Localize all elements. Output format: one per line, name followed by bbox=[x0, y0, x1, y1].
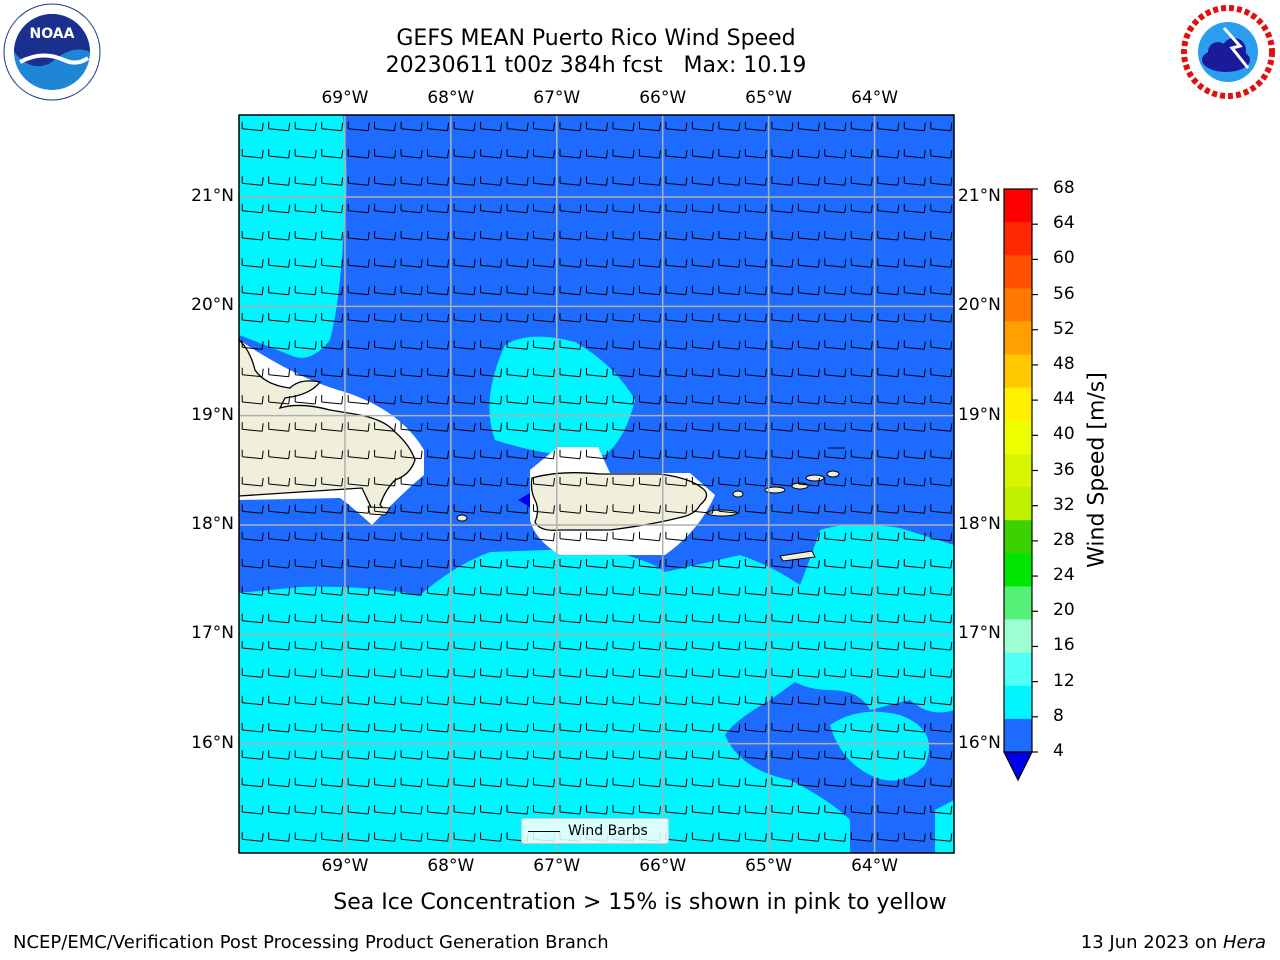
map-frame bbox=[238, 114, 955, 854]
st-croix-island bbox=[779, 550, 816, 562]
lon-label-top-1: 68°W bbox=[427, 88, 475, 108]
colorbar-segment-3 bbox=[1004, 288, 1032, 322]
colorbar-segment-4 bbox=[1004, 321, 1032, 356]
colorbar-segment-15 bbox=[1004, 685, 1032, 720]
wind-band-8-12-north-central bbox=[489, 336, 635, 455]
lon-label-top-3: 66°W bbox=[639, 88, 687, 108]
colorbar-segment-6 bbox=[1004, 387, 1032, 422]
lat-label-right-0: 21°N bbox=[958, 186, 1001, 206]
colorbar-tick-label-0: 68 bbox=[1053, 178, 1075, 198]
legend-label: Wind Barbs bbox=[568, 823, 648, 839]
colorbar-tick-label-14: 12 bbox=[1053, 670, 1075, 691]
lon-label-top-4: 65°W bbox=[745, 88, 793, 108]
footer-host: Hera bbox=[1222, 932, 1266, 953]
lat-label-left-0: 21°N bbox=[191, 186, 234, 206]
colorbar-segment-14 bbox=[1004, 652, 1032, 687]
lat-label-left-3: 18°N bbox=[191, 514, 234, 534]
lon-label-bottom-3: 66°W bbox=[639, 856, 687, 876]
colorbar-tick-label-10: 28 bbox=[1053, 529, 1075, 550]
colorbar-segment-5 bbox=[1004, 354, 1032, 389]
colorbar-segment-16 bbox=[1004, 718, 1032, 753]
colorbar-segment-13 bbox=[1004, 619, 1032, 654]
colorbar-segment-0 bbox=[1004, 189, 1032, 223]
lat-label-right-3: 18°N bbox=[958, 514, 1001, 534]
lat-label-left-4: 17°N bbox=[191, 623, 234, 644]
colorbar-tick-label-5: 48 bbox=[1053, 353, 1075, 374]
virgin-gorda-island bbox=[826, 470, 840, 478]
colorbar-tick-label-7: 40 bbox=[1053, 424, 1075, 445]
legend: Wind Barbs bbox=[521, 818, 669, 844]
lat-label-right-4: 17°N bbox=[958, 623, 1001, 644]
colorbar-tick-label-3: 56 bbox=[1053, 283, 1075, 304]
lat-label-right-5: 16°N bbox=[958, 732, 1001, 753]
lon-label-bottom-2: 67°W bbox=[533, 856, 581, 876]
colorbar-tick-label-1: 64 bbox=[1053, 213, 1075, 234]
wind-band-8-12-northwest bbox=[239, 115, 347, 358]
lon-label-bottom-4: 65°W bbox=[745, 856, 793, 876]
colorbar-segment-11 bbox=[1004, 553, 1032, 587]
lon-label-top-2: 67°W bbox=[533, 88, 581, 108]
footer-branch: NCEP/EMC/Verification Post Processing Pr… bbox=[13, 932, 609, 953]
colorbar bbox=[1003, 188, 1038, 782]
lat-label-right-1: 20°N bbox=[958, 295, 1001, 316]
footer-date-text: 13 Jun 2023 on bbox=[1080, 932, 1223, 953]
colorbar-tick-label-13: 16 bbox=[1053, 635, 1075, 656]
colorbar-title: Wind Speed [m/s] bbox=[1084, 372, 1110, 568]
lat-label-left-2: 19°N bbox=[191, 404, 234, 425]
colorbar-tick-label-2: 60 bbox=[1053, 248, 1075, 269]
lon-label-bottom-5: 64°W bbox=[851, 856, 899, 876]
colorbar-segment-2 bbox=[1004, 255, 1032, 289]
lon-label-bottom-1: 68°W bbox=[427, 856, 475, 876]
noaa-logo-text: NOAA bbox=[30, 26, 75, 42]
lat-label-left-5: 16°N bbox=[191, 732, 234, 753]
nws-logo bbox=[1181, 5, 1275, 99]
chart-subtitle: 20230611 t00z 384h fcst Max: 10.19 bbox=[385, 53, 807, 78]
colorbar-segment-7 bbox=[1004, 420, 1032, 455]
colorbar-tick-label-15: 8 bbox=[1053, 705, 1064, 726]
footer-date: 13 Jun 2023 on Hera bbox=[1081, 932, 1266, 953]
colorbar-tick-label-6: 44 bbox=[1053, 389, 1075, 410]
colorbar-segment-10 bbox=[1004, 520, 1032, 554]
colorbar-tick-label-4: 52 bbox=[1053, 318, 1075, 339]
st-thomas-island bbox=[764, 486, 786, 494]
noaa-logo: NOAA bbox=[3, 3, 101, 101]
wind-barbs bbox=[241, 121, 953, 842]
tortola-island bbox=[805, 474, 825, 482]
map-grid bbox=[239, 115, 954, 853]
sea-ice-note: Sea Ice Concentration > 15% is shown in … bbox=[333, 890, 947, 915]
lon-label-top-5: 64°W bbox=[851, 88, 899, 108]
colorbar-segment-9 bbox=[1004, 487, 1032, 521]
colorbar-segment-1 bbox=[1004, 222, 1032, 256]
lat-label-right-2: 19°N bbox=[958, 404, 1001, 425]
wind-barb-field bbox=[241, 121, 953, 842]
lon-label-top-0: 69°W bbox=[321, 88, 369, 108]
culebra-island bbox=[732, 490, 744, 498]
colorbar-tick-label-16: 4 bbox=[1053, 741, 1064, 761]
colorbar-tick-label-11: 24 bbox=[1053, 565, 1075, 586]
colorbar-segment-8 bbox=[1004, 453, 1032, 488]
colorbar-tick-label-8: 36 bbox=[1053, 459, 1075, 480]
lon-label-bottom-0: 69°W bbox=[321, 856, 369, 876]
colorbar-tick-label-12: 20 bbox=[1053, 600, 1075, 621]
lat-label-left-1: 20°N bbox=[191, 295, 234, 316]
wind-barb-legend-icon bbox=[528, 830, 560, 832]
mona-island bbox=[456, 514, 468, 522]
colorbar-tick-label-9: 32 bbox=[1053, 494, 1075, 515]
chart-title: GEFS MEAN Puerto Rico Wind Speed bbox=[396, 26, 796, 51]
colorbar-segment-12 bbox=[1004, 586, 1032, 621]
colorbar-extend-triangle bbox=[1003, 751, 1033, 782]
wind-band-8-12-south bbox=[239, 524, 954, 853]
